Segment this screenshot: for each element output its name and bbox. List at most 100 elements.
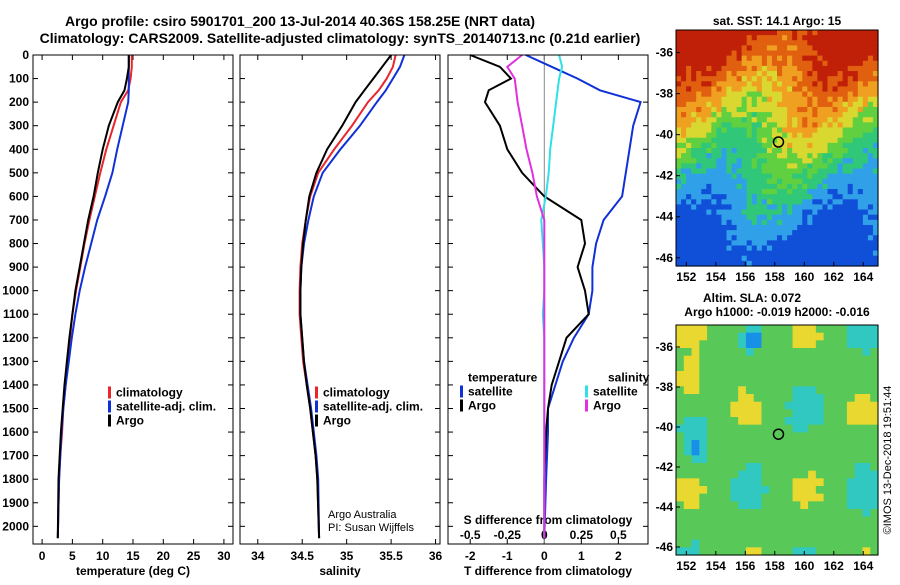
map-cell	[721, 148, 728, 154]
map-cell	[745, 532, 755, 541]
x2-tick-label: -0.5	[460, 528, 481, 542]
map-cell	[857, 163, 864, 170]
map-cell	[736, 101, 743, 108]
map-cell	[706, 122, 712, 129]
map-cell	[802, 173, 808, 180]
map-cell	[711, 255, 717, 262]
map-cell	[676, 45, 682, 52]
map-cell	[787, 45, 793, 52]
map-cell	[711, 168, 717, 175]
map-cell	[676, 122, 682, 129]
map-cell	[808, 332, 817, 341]
map-cell	[812, 71, 818, 77]
map-cell	[761, 86, 768, 93]
map-cell	[837, 235, 844, 241]
map-cell	[721, 168, 728, 175]
map-cell	[846, 432, 856, 441]
map-cell	[787, 117, 793, 123]
map-cell	[696, 117, 702, 123]
map-cell	[777, 509, 786, 518]
map-cell	[777, 96, 783, 103]
map-cell	[691, 386, 700, 395]
map-cell	[797, 250, 803, 257]
map-cell	[769, 409, 778, 418]
map-cell	[777, 440, 786, 449]
map-cell	[701, 204, 707, 211]
map-cell	[832, 189, 839, 195]
map-y-tick-label: -44	[656, 210, 674, 224]
map-cell	[769, 470, 778, 479]
map-cell	[812, 76, 818, 82]
map-cell	[686, 219, 692, 226]
map-cell	[837, 153, 844, 159]
map-cell	[745, 348, 755, 357]
map-cell	[681, 183, 687, 190]
map-cell	[832, 40, 839, 46]
map-cell	[721, 255, 728, 262]
map-cell	[766, 260, 773, 267]
map-cell	[792, 463, 801, 472]
map-cell	[753, 493, 763, 502]
map-cell	[722, 386, 731, 395]
map-cell	[707, 355, 716, 364]
map-cell	[676, 235, 682, 241]
map-cell	[756, 209, 763, 216]
map-cell	[681, 199, 687, 206]
map-cell	[721, 142, 728, 149]
map-cell	[817, 163, 824, 170]
map-cell	[847, 194, 854, 200]
map-cell	[870, 424, 879, 433]
map-cell	[686, 132, 692, 139]
map-cell	[872, 224, 879, 231]
map-cell	[686, 45, 692, 52]
map-cell	[823, 501, 832, 510]
map-cell	[691, 340, 700, 349]
map-cell	[696, 35, 702, 41]
map-cell	[707, 378, 716, 387]
map-cell	[716, 148, 723, 154]
map-cell	[792, 325, 801, 334]
map-cell	[701, 158, 707, 164]
map-cell	[716, 245, 723, 252]
map-cell	[766, 255, 773, 262]
map-cell	[857, 230, 864, 236]
map-cell	[691, 539, 700, 548]
map-x-tick-label: 158	[765, 559, 785, 573]
map-cell	[707, 332, 716, 341]
map-cell	[842, 178, 849, 185]
map-cell	[745, 401, 755, 410]
map-cell	[711, 153, 717, 159]
map-cell	[730, 355, 739, 364]
map-cell	[676, 137, 682, 144]
map-cell	[812, 55, 818, 62]
map-cell	[731, 260, 738, 267]
map-cell	[738, 486, 747, 495]
map-cell	[837, 45, 844, 52]
map-cell	[827, 153, 834, 159]
map-cell	[842, 235, 849, 241]
map-cell	[751, 122, 758, 129]
map-cell	[721, 40, 728, 46]
map-cell	[736, 199, 743, 206]
map-cell	[736, 163, 743, 170]
map-cell	[777, 245, 783, 252]
map-cell	[681, 142, 687, 149]
map-cell	[711, 209, 717, 216]
map-cell	[807, 183, 813, 190]
map-cell	[787, 245, 793, 252]
map-cell	[822, 106, 829, 113]
map-cell	[738, 516, 747, 525]
map-cell	[691, 394, 700, 403]
map-cell	[726, 117, 733, 123]
y-tick-label: 1600	[2, 425, 29, 439]
map-cell	[808, 355, 817, 364]
map-cell	[817, 81, 824, 88]
map-cell	[852, 214, 859, 221]
map-cell	[807, 199, 813, 206]
map-cell	[827, 106, 834, 113]
map-cell	[872, 153, 879, 159]
map-cell	[812, 173, 818, 180]
map-cell	[736, 255, 743, 262]
map-cell	[751, 40, 758, 46]
map-cell	[807, 76, 813, 82]
